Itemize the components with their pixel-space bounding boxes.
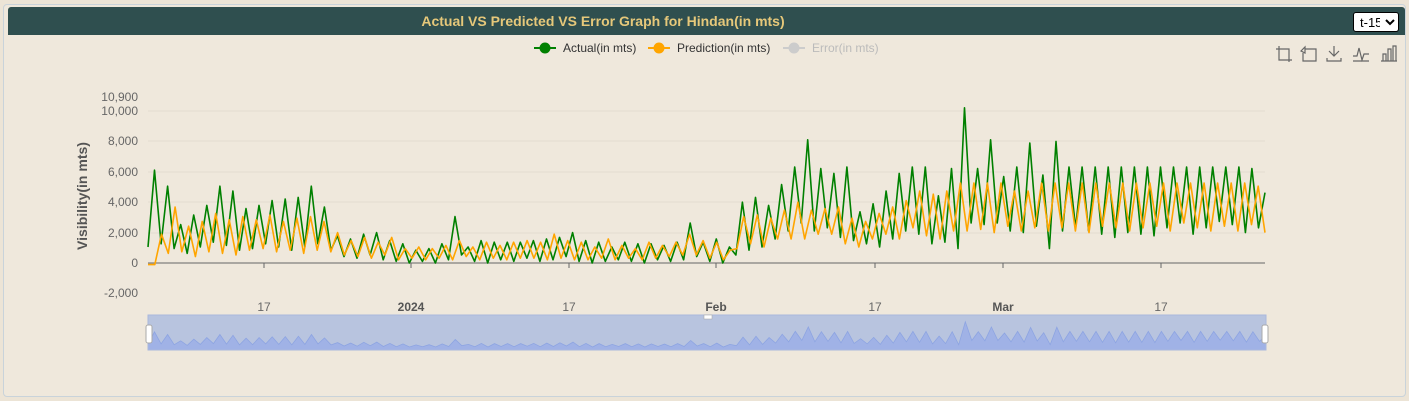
zoom-handle-left[interactable]	[145, 324, 153, 344]
zoom-reset-icon[interactable]	[1299, 45, 1317, 62]
legend-label: Prediction(in mts)	[677, 41, 770, 55]
save-image-icon[interactable]	[1326, 46, 1342, 62]
x-tick-label: 2024	[398, 300, 425, 314]
zoom-handle-right[interactable]	[1261, 324, 1269, 344]
zoom-area-icon[interactable]	[1276, 46, 1292, 62]
chart-header: Actual VS Predicted VS Error Graph for H…	[8, 7, 1405, 35]
y-tick-label: 10,000	[101, 104, 138, 118]
y-tick-label: 0	[131, 256, 138, 270]
zoom-window[interactable]	[147, 314, 1267, 351]
x-tick-label: 17	[868, 300, 882, 314]
y-tick-label: 8,000	[108, 134, 138, 148]
data-zoom-slider[interactable]	[145, 314, 1269, 351]
legend-label: Actual(in mts)	[563, 41, 636, 55]
series-line-prediction	[148, 182, 1266, 266]
y-tick-label: 10,900	[101, 90, 138, 104]
x-axis: 17 2024 17 Feb 17 Mar 17	[257, 263, 1168, 314]
y-tick-label: -2,000	[104, 286, 138, 300]
chart-title: Actual VS Predicted VS Error Graph for H…	[421, 13, 785, 29]
legend-label: Error(in mts)	[812, 41, 879, 55]
bar-view-icon[interactable]	[1381, 45, 1397, 62]
x-tick-label: Feb	[705, 300, 726, 314]
toolbox	[1276, 45, 1397, 63]
x-tick-label: 17	[1154, 300, 1168, 314]
y-tick-label: 2,000	[108, 226, 138, 240]
legend-item-1[interactable]: Prediction(in mts)	[648, 41, 770, 55]
line-view-icon[interactable]	[1353, 47, 1369, 63]
y-axis-label: Visibility(in mts)	[74, 142, 90, 250]
legend: Actual(in mts) Prediction(in mts) Error(in…	[534, 41, 879, 55]
legend-item-2[interactable]: Error(in mts)	[783, 41, 879, 55]
y-tick-label: 6,000	[108, 165, 138, 179]
x-tick-label: Mar	[992, 300, 1014, 314]
lead-time-select[interactable]: t-15	[1353, 12, 1399, 32]
zoom-move-handle[interactable]	[703, 314, 713, 320]
series-group	[147, 107, 1266, 266]
zoom-preview-area	[147, 320, 1267, 351]
y-tick-label: 4,000	[108, 195, 138, 209]
x-tick-label: 17	[257, 300, 271, 314]
legend-item-0[interactable]: Actual(in mts)	[534, 41, 636, 55]
x-tick-label: 17	[562, 300, 576, 314]
